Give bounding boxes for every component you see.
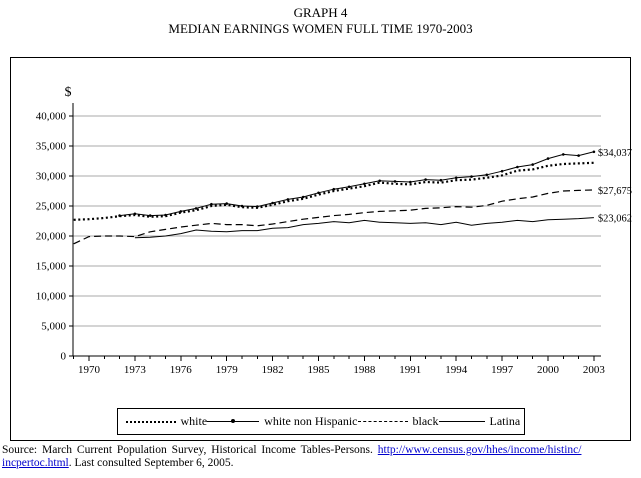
legend-label-white: white <box>180 414 208 428</box>
dotted-line-sample-icon <box>125 420 176 423</box>
chart-title-line2: MEDIAN EARNINGS WOMEN FULL TIME 1970-200… <box>168 21 473 36</box>
svg-text:$34,037: $34,037 <box>598 148 632 159</box>
legend-item-white-non-hispanic: white non Hispanic <box>207 414 358 429</box>
marker-dot-icon <box>231 419 236 423</box>
svg-text:$27,675: $27,675 <box>598 186 632 197</box>
svg-text:$: $ <box>65 85 72 100</box>
svg-text:25,000: 25,000 <box>36 201 67 213</box>
earnings-line-chart: 0 5,000 10,000 15,000 20,000 25,000 30,000 35,0… <box>36 85 632 376</box>
svg-text:0: 0 <box>61 351 67 363</box>
source-note: Source: March Current Population Survey,… <box>2 444 639 470</box>
svg-text:40,000: 40,000 <box>36 111 67 123</box>
census-link-part1[interactable]: http://www.census.gov/hhes/income/histin… <box>377 444 582 456</box>
legend-label-white-non-hispanic: white non Hispanic <box>264 414 358 428</box>
svg-text:2003: 2003 <box>583 364 606 376</box>
svg-text:10,000: 10,000 <box>36 291 67 303</box>
svg-text:20,000: 20,000 <box>36 231 67 243</box>
svg-text:1994: 1994 <box>445 364 468 376</box>
dashed-line-sample-icon <box>357 421 408 422</box>
legend-label-latina: Latina <box>489 414 521 428</box>
legend-item-black: black <box>357 414 439 429</box>
chart-frame: 0 5,000 10,000 15,000 20,000 25,000 30,000 35,0… <box>10 57 632 441</box>
svg-text:1988: 1988 <box>353 364 376 376</box>
solid-line-sample-icon <box>438 421 485 422</box>
chart-legend: white white non Hispanic black Latina <box>116 408 525 435</box>
solid-marker-line-sample-icon <box>207 419 260 423</box>
svg-text:1997: 1997 <box>491 364 514 376</box>
svg-text:2000: 2000 <box>537 364 560 376</box>
svg-text:30,000: 30,000 <box>36 171 67 183</box>
svg-text:15,000: 15,000 <box>36 261 67 273</box>
svg-text:1991: 1991 <box>399 364 421 376</box>
svg-text:35,000: 35,000 <box>36 141 67 153</box>
svg-text:1985: 1985 <box>308 364 331 376</box>
svg-text:1973: 1973 <box>124 364 147 376</box>
legend-label-black: black <box>412 414 439 428</box>
source-text: Source: March Current Population Survey,… <box>2 444 378 456</box>
source-line2: incpertoc.html. Last consulted September… <box>2 457 639 470</box>
legend-item-white: white <box>125 414 208 429</box>
svg-text:5,000: 5,000 <box>41 321 66 333</box>
source-text-2: . Last consulted September 6, 2005. <box>68 457 234 469</box>
svg-text:$23,062: $23,062 <box>598 214 632 225</box>
census-link-part2[interactable]: incpertoc.html <box>2 457 69 469</box>
legend-item-latina: Latina <box>438 414 521 429</box>
svg-text:1982: 1982 <box>262 364 284 376</box>
chart-title-line1: GRAPH 4 <box>293 5 348 20</box>
svg-text:1979: 1979 <box>216 364 239 376</box>
source-line1: Source: March Current Population Survey,… <box>2 444 639 457</box>
svg-text:1976: 1976 <box>170 364 193 376</box>
svg-text:1970: 1970 <box>78 364 101 376</box>
